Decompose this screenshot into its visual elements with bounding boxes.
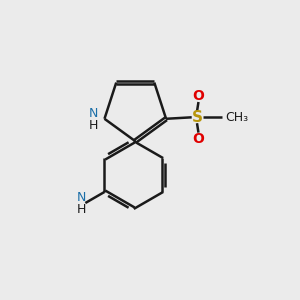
Text: H: H (77, 203, 86, 216)
Text: N: N (77, 191, 86, 204)
Text: O: O (193, 131, 204, 146)
Text: N: N (88, 107, 98, 120)
Text: H: H (88, 119, 98, 132)
Text: O: O (193, 89, 204, 103)
Text: CH₃: CH₃ (225, 111, 248, 124)
Text: S: S (191, 110, 203, 125)
